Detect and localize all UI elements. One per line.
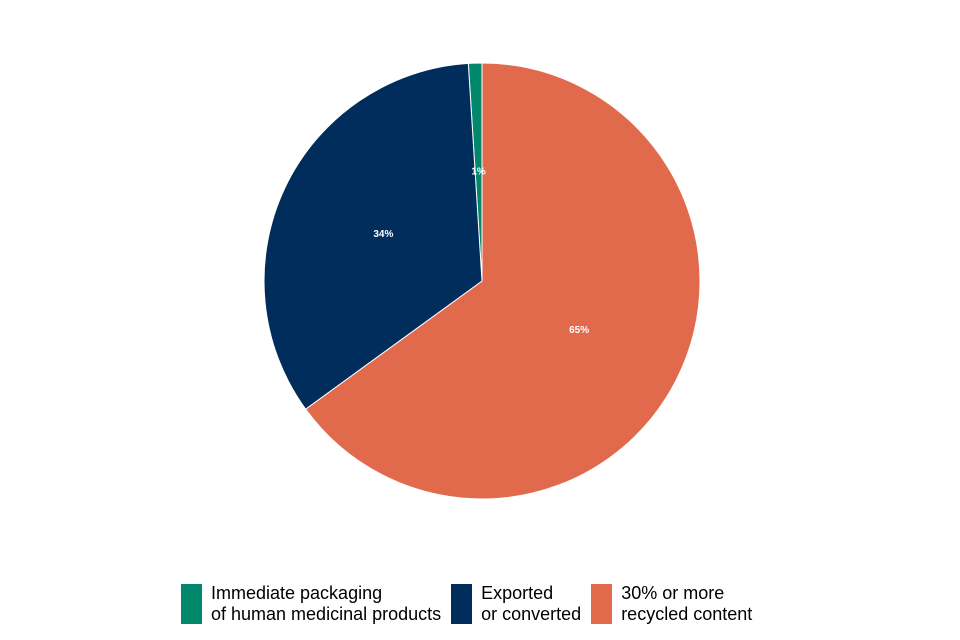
- legend-swatch: [451, 584, 473, 624]
- slice-value-label-30-or-more: 65%: [569, 325, 589, 336]
- legend-swatch: [181, 584, 202, 624]
- legend-label: 30% or more recycled content: [621, 583, 752, 625]
- legend-label-line: Exported: [481, 583, 554, 603]
- slice-value-label-immediate-packaging: 1%: [471, 167, 486, 178]
- legend-label-line: recycled content: [621, 604, 753, 624]
- legend-label-line: Immediate packaging: [211, 583, 383, 603]
- pie-slices: [263, 62, 701, 500]
- pie-chart: 1% 65% 34%: [263, 62, 701, 500]
- pie-slice-exported: [263, 62, 483, 410]
- legend-item-exported: Exported or converted: [451, 583, 581, 625]
- pie-slice-30-or-more: [304, 62, 701, 500]
- legend-item-recycled: 30% or more recycled content: [591, 583, 752, 625]
- legend-label-line: 30% or more: [621, 583, 725, 603]
- legend-item-immediate-packaging: Immediate packaging of human medicinal p…: [181, 583, 441, 625]
- legend-label: Immediate packaging of human medicinal p…: [211, 583, 441, 625]
- legend-label-line: of human medicinal products: [211, 604, 442, 624]
- chart-legend: Immediate packaging of human medicinal p…: [181, 583, 762, 627]
- legend-swatch: [591, 584, 613, 624]
- pie-value-labels: 1% 65% 34%: [373, 167, 589, 336]
- slice-value-label-exported: 34%: [373, 229, 393, 240]
- legend-label: Exported or converted: [481, 583, 581, 625]
- legend-label-line: or converted: [481, 604, 582, 624]
